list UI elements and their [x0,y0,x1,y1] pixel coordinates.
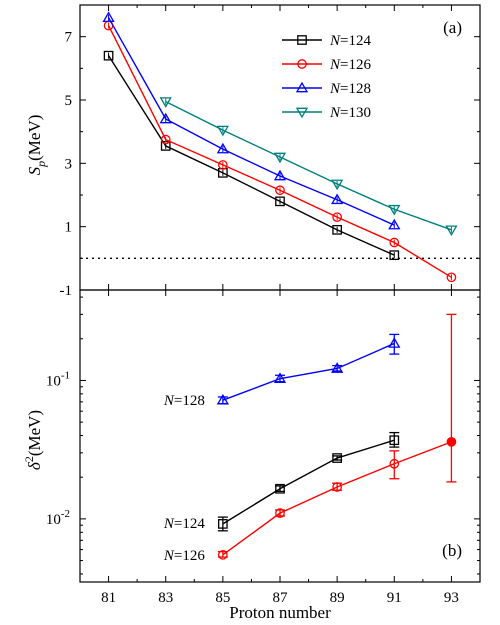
panel-b-xtick-label: 85 [215,590,230,606]
panel-a-series-line [107,25,452,278]
panel-b-data-point [218,519,228,529]
panel-a-ytick-label: 7 [65,30,73,46]
legend-marker [295,81,309,93]
panel-b-data-point [331,362,344,373]
legend-entry: N=130 [329,105,371,121]
panel-a-series-line [165,100,452,231]
panel-b-series-0 [216,333,401,405]
panel-b-frame [79,289,481,583]
panel-a-series-line [107,55,395,256]
panel-a-ytick-label: 5 [65,93,73,109]
panel-a-ytick-label: 3 [65,156,73,172]
legend-marker [297,59,307,69]
panel-b-xtick-label: 83 [158,590,173,606]
panel-a-data-point [216,142,229,154]
panel-a-series-1 [103,20,457,283]
panel-b-series-label: N=124 [163,516,205,532]
panel-b-ytick-label: 10-2 [46,508,70,528]
legend-entry: N=124 [329,33,371,49]
panel-b-data-point [332,453,342,463]
panel-b-xtick-label: 89 [330,590,345,606]
panel-a-data-point [218,160,228,170]
panel-b-series-1 [217,431,400,532]
panel-b-series-label: N=126 [163,548,205,564]
panel-b: 10-2 10-1 81 83 85 87 89 91 93 N=128 N=124 N=126 (b)… [22,284,481,622]
panel-a-data-point [102,11,115,23]
legend-entry: N=126 [329,57,371,73]
legend: N=124 N=126 N=128 N=130 [282,33,371,121]
panel-b-series-line [222,342,395,401]
panel-a-data-point [332,212,342,223]
panel-a-data-point [388,204,401,216]
panel-b-data-point [446,437,457,447]
panel-a: -1 1 3 5 7 N=124 N=126 N=128 N=130 (a) Sp(MeV) [25,4,481,299]
panel-b-data-point [388,337,401,348]
panel-a-data-point [332,224,342,235]
panel-a-ytick-label: -1 [60,283,73,299]
panel-b-data-point [218,549,228,560]
panel-b-data-point [216,393,229,405]
panel-a-data-point [331,179,344,191]
panel-b-series-2 [217,313,457,560]
panel-b-xtick-label: 81 [101,590,116,606]
panel-a-series-line [107,17,395,226]
panel-a-label: (a) [443,18,462,37]
panel-b-data-point [389,458,400,469]
panel-b-data-point [389,435,400,446]
panel-a-data-point [103,50,114,61]
panel-a-data-point [159,112,172,124]
panel-b-label: (b) [442,541,462,560]
panel-a-data-point [389,250,400,261]
panel-b-xtick-label: 91 [387,590,402,606]
panel-b-data-point [332,482,342,492]
panel-b-xtick-label: 87 [273,590,289,606]
panel-a-data-point [273,152,287,164]
legend-marker [295,107,309,119]
x-axis-title: Proton number [229,603,331,622]
panel-b-xtick-label: 93 [444,590,459,606]
panel-a-data-point [216,125,229,137]
panel-b-data-point [275,483,285,494]
panel-a-series-3 [159,97,458,237]
panel-a-data-point [446,272,457,283]
panel-a-data-point [331,193,344,205]
panel-a-data-point [388,218,401,230]
panel-a-data-point [160,134,171,145]
panel-a-data-point [273,169,287,181]
panel-a-ylabel: Sp(MeV) [25,115,48,176]
panel-a-data-point [159,97,172,108]
panel-a-data-point [445,225,458,237]
panel-b-series-line [222,439,395,525]
panel-b-ylabel: δ2(MeV) [22,410,44,470]
legend-entry: N=128 [329,81,371,97]
panel-b-data-point [275,508,285,518]
panel-a-data-point [275,185,285,196]
panel-b-ytick-label: 10-1 [46,369,70,389]
panel-a-ytick-label: 1 [65,220,73,236]
panel-a-series-2 [102,11,401,230]
panel-b-data-point [273,372,287,384]
panel-a-data-point [389,237,400,248]
panel-a-data-point [275,196,285,207]
legend-marker [297,35,307,45]
panel-b-series-label: N=128 [163,393,205,409]
panel-a-frame [79,4,481,291]
